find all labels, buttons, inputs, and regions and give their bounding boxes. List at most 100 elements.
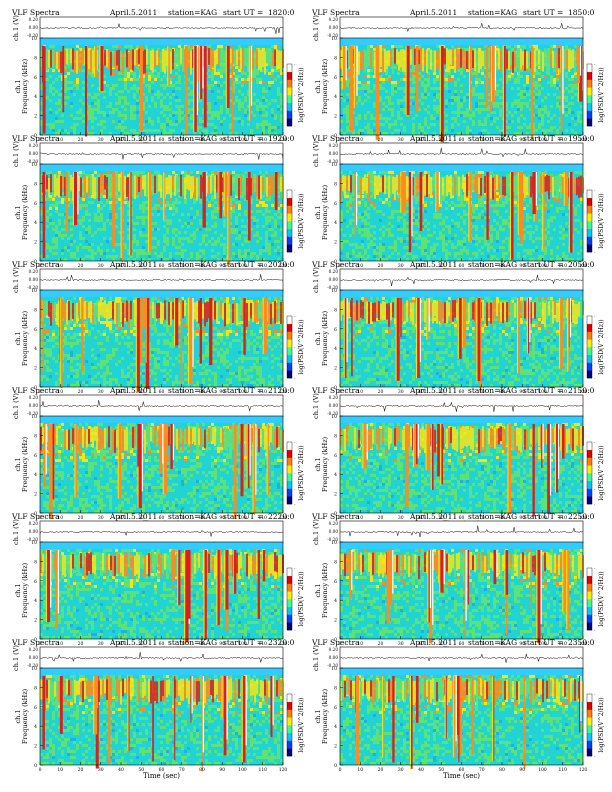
frequency-tick-label: 2 xyxy=(334,240,337,246)
time-tick-label: 10 xyxy=(357,515,363,521)
colorbar-tick-label: - xyxy=(594,739,596,744)
spectra-panel: VLF Spectra April.5.2011 station=KAG start … xyxy=(11,8,305,150)
colorbar-tick-label: - xyxy=(594,502,596,507)
panel-date: April.5.2011 xyxy=(109,260,157,269)
time-tick-label: 60 xyxy=(159,767,165,773)
colorbar-tick-label: - xyxy=(594,376,596,381)
frequency-tick-label: 8 xyxy=(34,559,37,565)
time-tick-label: 60 xyxy=(459,263,465,269)
time-tick-label: 100 xyxy=(238,515,247,521)
time-tick-label: 120 xyxy=(579,389,588,395)
time-tick-label: 60 xyxy=(459,515,465,521)
frequency-axis-label: Frequency (kHz) xyxy=(21,184,29,240)
time-tick-label: 50 xyxy=(438,515,444,521)
frequency-axis-label: Frequency (kHz) xyxy=(321,436,329,492)
time-tick-label: 20 xyxy=(378,767,384,773)
frequency-tick-label: 0 xyxy=(334,133,337,139)
time-tick-label: 90 xyxy=(219,641,225,647)
panel-start-label: start UT = xyxy=(523,134,563,143)
panel-title: VLF Spectra xyxy=(311,134,360,143)
panel-start-time: 2250:0 xyxy=(568,512,595,521)
spectrogram-bursts xyxy=(42,46,253,137)
frequency-tick-label: 0 xyxy=(34,133,37,139)
signal-axis-label: ch.1 (V) xyxy=(12,141,20,167)
panel-date: April.5.2011 xyxy=(409,260,457,269)
frequency-tick-label: 6 xyxy=(34,201,37,207)
time-tick-label: 20 xyxy=(378,263,384,269)
frequency-channel-label: ch.1 xyxy=(14,583,22,597)
panel-title: VLF Spectra xyxy=(11,638,60,647)
panel-station: station=KAG xyxy=(168,638,217,647)
time-tick-label: 70 xyxy=(479,641,485,647)
panel-start-label: start UT = xyxy=(523,512,563,521)
frequency-axis-label: Frequency (kHz) xyxy=(21,436,29,492)
frequency-channel-label: ch.1 xyxy=(14,709,22,723)
colorbar: - - - - -log(PSD(V^2/Hz)) xyxy=(286,62,305,129)
spectra-panel: VLF Spectra April.5.2011 station=KAG start … xyxy=(11,386,305,528)
time-tick-label: 30 xyxy=(98,515,104,521)
time-axis-label: Time (sec) xyxy=(443,772,480,780)
time-tick-label: 80 xyxy=(199,389,205,395)
signal-tick-label: 0.00 xyxy=(329,25,339,30)
panel-title: VLF Spectra xyxy=(311,638,360,647)
colorbar-tick-label: - xyxy=(294,188,296,193)
signal-tick-label: 0.20 xyxy=(29,395,39,400)
spectrogram-bursts xyxy=(42,676,274,772)
frequency-tick-label: 2 xyxy=(334,618,337,624)
frequency-tick-label: 8 xyxy=(34,307,37,313)
signal-trace xyxy=(340,401,584,412)
frequency-tick-label: 4 xyxy=(334,472,337,478)
panel-start-label: start UT = xyxy=(223,386,263,395)
time-tick-label: 30 xyxy=(98,389,104,395)
spectrogram-top-band xyxy=(40,668,283,675)
time-tick-label: 80 xyxy=(499,641,505,647)
time-tick-label: 60 xyxy=(459,641,465,647)
time-tick-label: 40 xyxy=(118,137,124,143)
frequency-tick-label: 4 xyxy=(34,346,37,352)
frequency-tick-label: 0 xyxy=(334,763,337,769)
time-tick-label: 110 xyxy=(258,263,267,269)
colorbar-label: log(PSD(V^2/Hz)) xyxy=(298,445,305,500)
signal-axis-label: ch.1 (V) xyxy=(312,519,320,545)
colorbar-label: log(PSD(V^2/Hz)) xyxy=(298,571,305,626)
panel-date: April.5.2011 xyxy=(409,134,457,143)
time-tick-label: 40 xyxy=(118,641,124,647)
colorbar-tick-label: - xyxy=(594,754,596,759)
time-tick-label: 0 xyxy=(339,137,342,143)
panel-start-time: 2350:0 xyxy=(568,638,595,647)
panel-station: station=KAG xyxy=(168,8,217,17)
colorbar-label: log(PSD(V^2/Hz)) xyxy=(598,67,605,122)
signal-tick-label: 0.00 xyxy=(29,277,39,282)
panel-start-label: start UT = xyxy=(523,386,563,395)
panel-start-label: start UT = xyxy=(223,512,263,521)
panel-station: station=KAG xyxy=(468,512,517,521)
time-tick-label: 10 xyxy=(57,767,63,773)
frequency-tick-label: 6 xyxy=(34,705,37,711)
time-tick-label: 0 xyxy=(39,263,42,269)
spectrogram-top-band xyxy=(340,290,583,297)
colorbar-tick-label: - xyxy=(594,723,596,728)
frequency-tick-label: 4 xyxy=(334,94,337,100)
spectrogram-bursts xyxy=(355,676,582,769)
spectrogram-top-band xyxy=(40,542,283,549)
time-tick-label: 30 xyxy=(98,137,104,143)
spectrogram-active-band xyxy=(340,300,584,328)
panel-start-time: 2320:0 xyxy=(268,638,295,647)
signal-trace xyxy=(39,22,284,34)
colorbar-tick-label: - xyxy=(294,376,296,381)
colorbar-tick-label: - xyxy=(294,235,296,240)
time-tick-label: 0 xyxy=(339,389,342,395)
time-tick-label: 0 xyxy=(39,389,42,395)
colorbar-tick-label: - xyxy=(594,93,596,98)
frequency-channel-label: ch.1 xyxy=(14,205,22,219)
colorbar-label: log(PSD(V^2/Hz)) xyxy=(598,193,605,248)
frequency-tick-label: 6 xyxy=(334,201,337,207)
signal-axis-label: ch.1 (V) xyxy=(312,645,320,671)
frequency-tick-label: 6 xyxy=(334,327,337,333)
frequency-tick-label: 0 xyxy=(34,511,37,517)
time-tick-label: 120 xyxy=(579,515,588,521)
signal-tick-label: 0.20 xyxy=(329,269,339,274)
frequency-channel-label: ch.1 xyxy=(314,331,322,345)
signal-trace xyxy=(339,525,584,538)
colorbar-tick-label: - xyxy=(294,440,296,445)
